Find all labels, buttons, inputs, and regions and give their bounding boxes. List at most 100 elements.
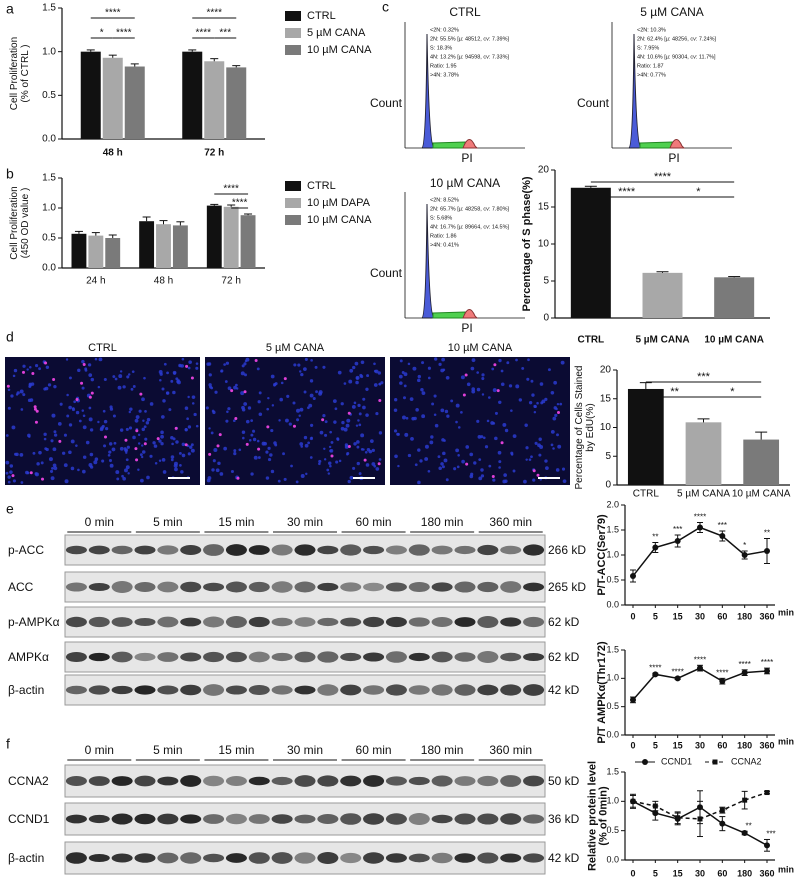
nucleus [227,386,232,391]
significance: * [743,541,746,550]
nucleus [84,367,88,371]
flow-stat: Ratio: 1.87 [637,63,664,69]
nucleus [53,430,57,434]
edu-cell [493,363,497,367]
nucleus [57,422,62,426]
y-axis-label: Percentage of S phase(%) [521,176,533,311]
nucleus [347,479,351,484]
nucleus [85,440,90,445]
g2-peak [462,139,479,149]
band [225,581,247,593]
nucleus [404,432,409,437]
significance: **** [738,660,750,669]
band [385,684,407,696]
nucleus [438,362,442,367]
band [111,776,133,786]
nucleus [68,423,73,427]
nucleus [93,460,98,465]
band [248,651,270,663]
nucleus [112,414,116,418]
nucleus [337,370,342,375]
nucleus [486,419,490,423]
nucleus [166,371,169,375]
x-tick-label: CTRL [633,489,660,500]
nucleus [195,366,199,370]
edu-cell [33,407,37,411]
panel-letter: a [6,1,14,17]
nucleus [12,479,16,483]
nucleus [191,395,196,399]
nucleus [109,463,114,468]
y-tick-label: 5 [543,276,549,287]
nucleus [68,405,72,410]
nucleus [349,368,354,373]
nucleus [113,441,117,445]
nucleus [324,420,328,424]
nucleus [161,458,166,462]
marker [652,544,659,551]
nucleus [89,465,94,469]
significance: **** [232,198,248,209]
band [111,617,133,627]
nucleus [213,447,218,452]
nucleus [308,403,313,408]
x-tick-label: 180 [737,611,752,621]
nucleus [19,389,24,394]
significance: **** [694,513,706,522]
y-tick-label: 1.5 [42,173,56,184]
nucleus [66,414,70,418]
edu-cell [90,391,94,395]
band [111,545,133,555]
nucleus [553,406,557,410]
x-tick-label: 360 [759,611,774,621]
nucleus [293,363,297,367]
nucleus [187,452,191,456]
nucleus [296,408,300,413]
band [88,853,110,863]
nucleus [105,427,109,431]
nucleus [533,404,537,409]
nucleus [353,442,357,446]
nucleus [205,406,209,410]
nucleus [242,436,245,440]
nucleus [142,450,146,454]
band [180,544,202,556]
edu-cell [80,381,84,385]
s-phase [432,311,466,319]
band [203,684,225,696]
nucleus [417,480,421,485]
band [523,582,545,592]
band [454,617,476,627]
nucleus [165,391,170,395]
nucleus [528,458,532,461]
nucleus [269,453,273,457]
nucleus [481,376,485,381]
band [88,685,110,695]
nucleus [503,473,507,477]
nucleus [348,379,353,384]
nucleus [340,426,345,431]
edu-cell [536,473,540,477]
nucleus [51,466,54,470]
x-tick-label: 5 µM CANA [635,335,689,346]
band [65,776,87,786]
nucleus [227,407,231,411]
nucleus [481,373,485,377]
nucleus [515,384,520,389]
nucleus [114,377,118,381]
legend-label: CTRL [307,180,336,192]
nucleus [480,468,484,472]
nucleus [510,409,513,412]
nucleus [393,429,398,433]
band [88,814,110,824]
nucleus [15,393,19,396]
x-tick-label: 72 h [221,276,240,287]
marker [652,803,658,809]
nucleus [140,455,144,459]
nucleus [310,423,314,427]
nucleus [351,405,356,409]
y-tick-label: 2.0 [606,499,619,509]
y-tick-label: 1.5 [42,3,56,14]
band [340,617,362,627]
nucleus [43,432,47,437]
